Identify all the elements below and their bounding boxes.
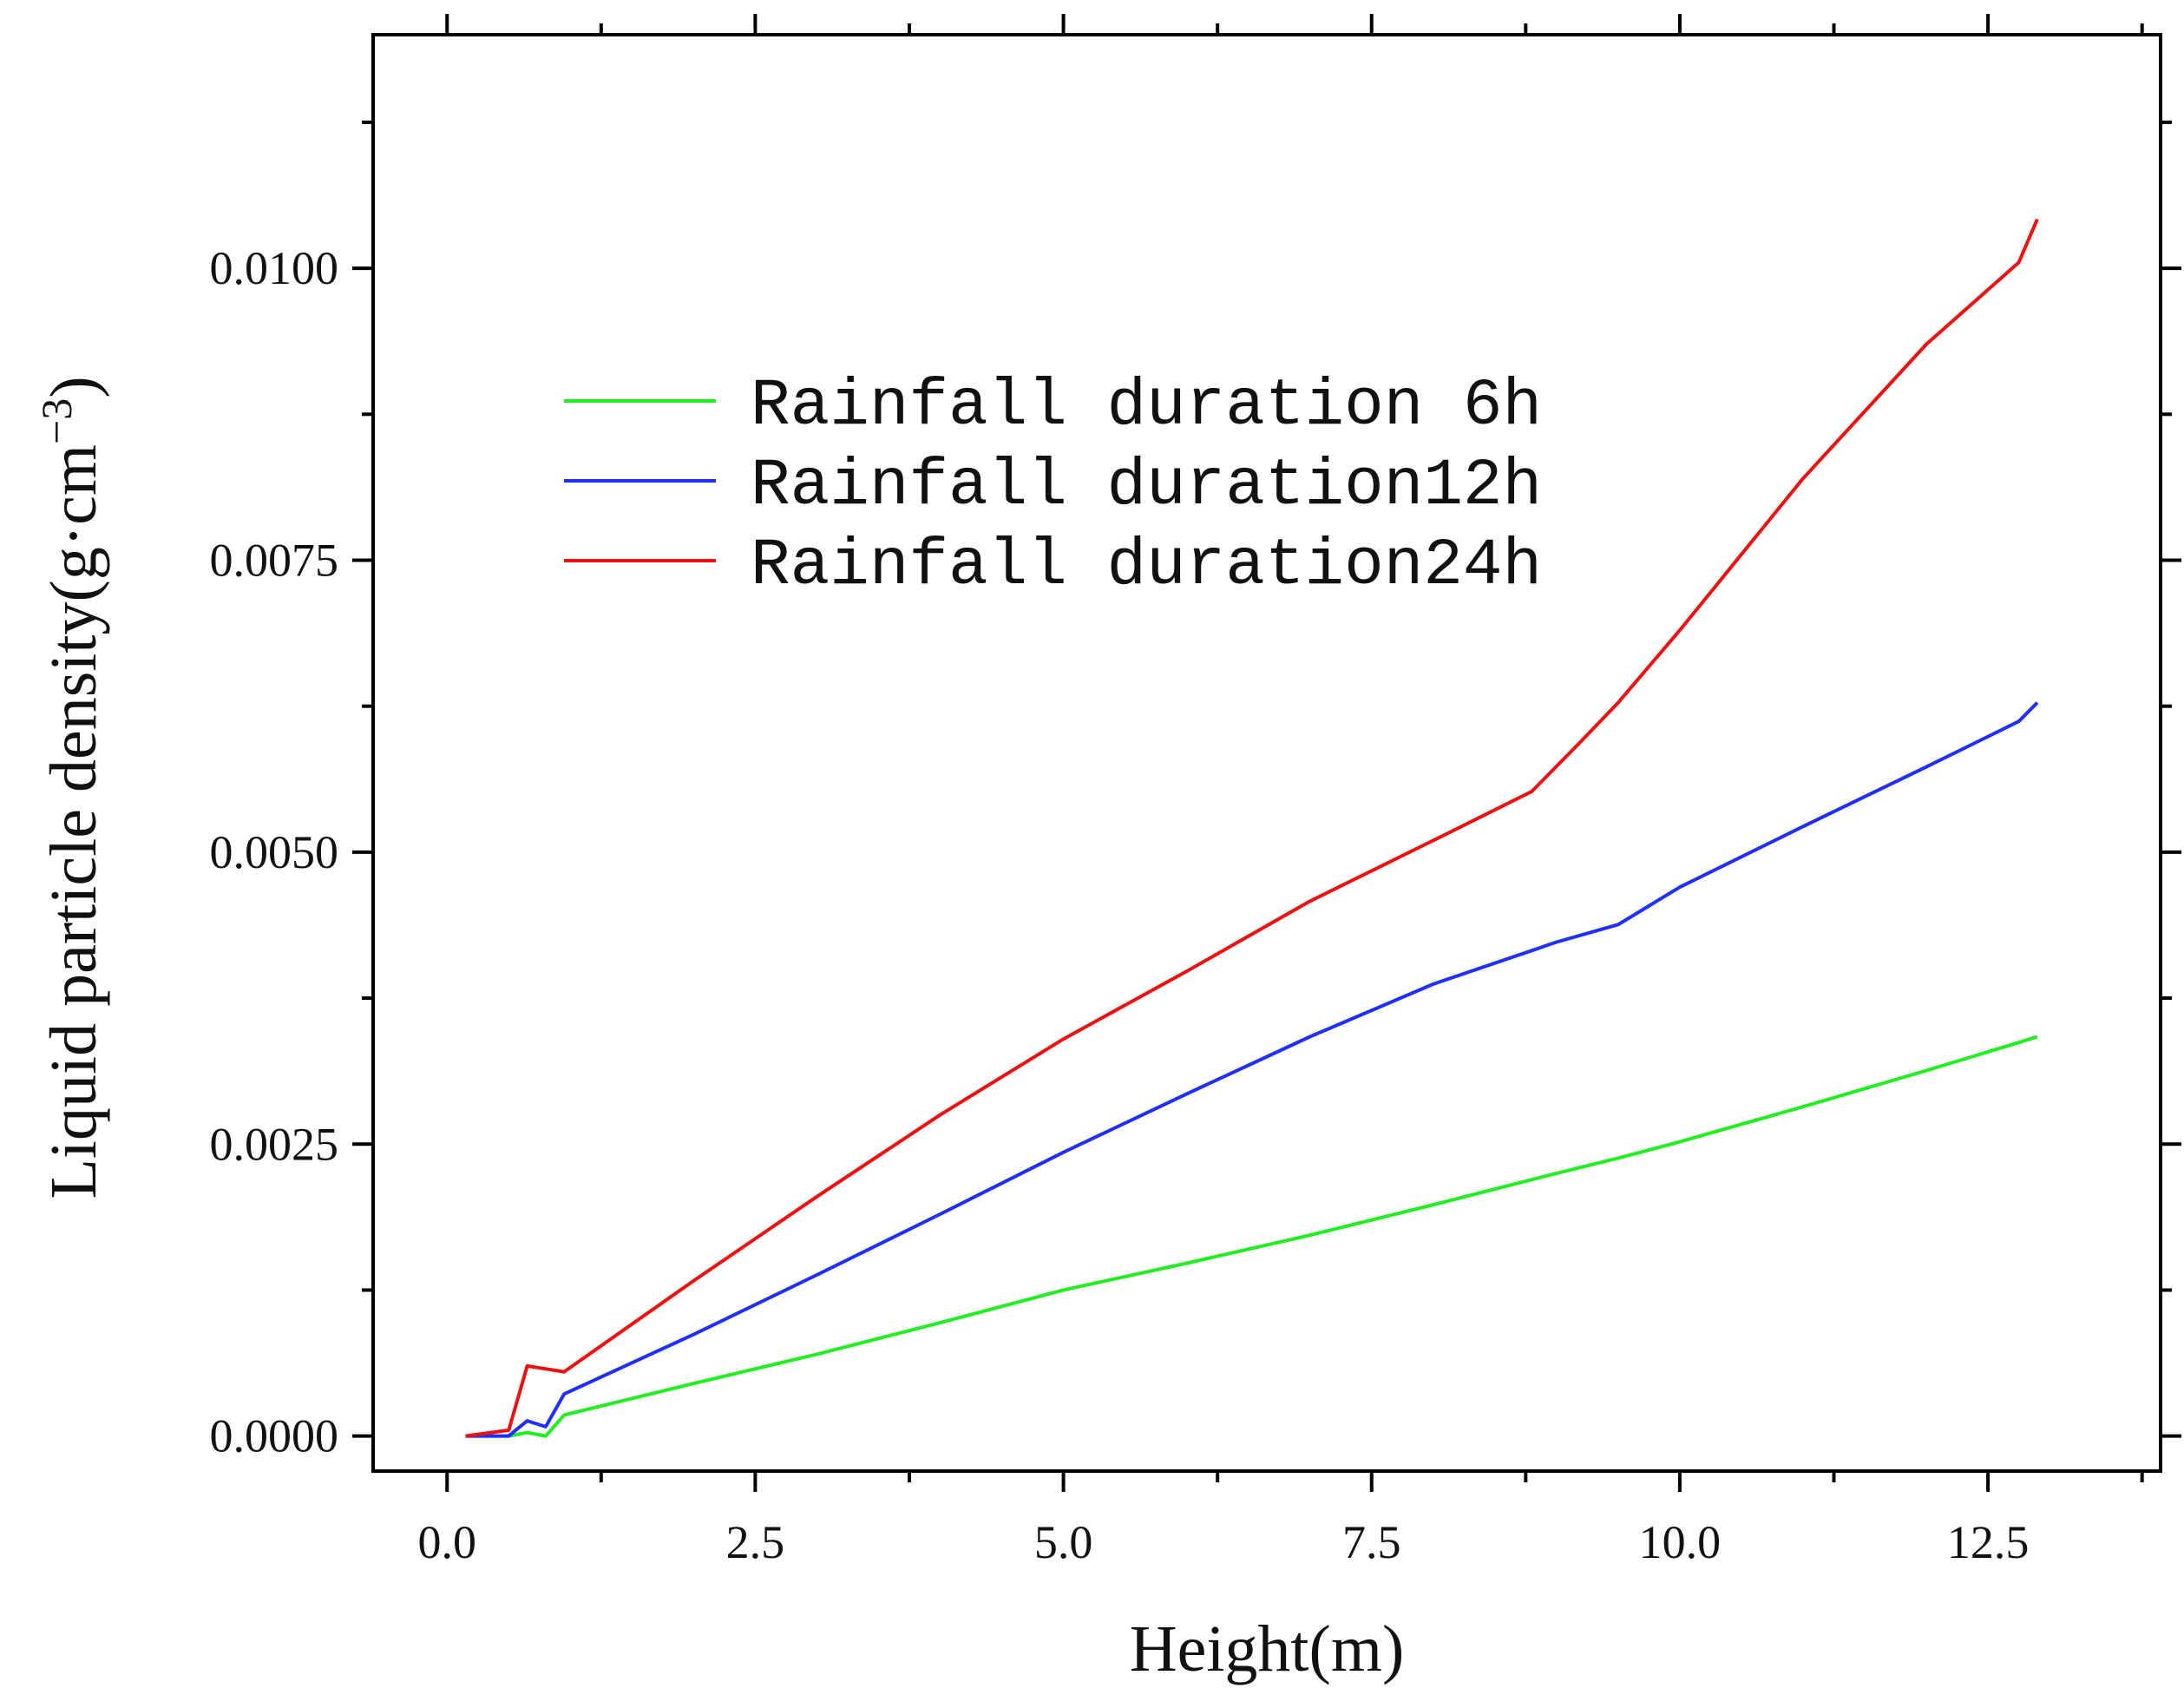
x-tick-label: 2.5 [726, 1516, 785, 1568]
y-axis-title-main: Liquid particle density(g·cm [37, 444, 110, 1199]
y-tick-label: 0.0025 [210, 1118, 339, 1170]
x-tick-label: 7.5 [1342, 1516, 1401, 1568]
legend-label-3: Rainfall duration24h [751, 529, 1542, 603]
y-tick-label: 0.0075 [210, 534, 339, 586]
x-tick-label: 5.0 [1034, 1516, 1093, 1568]
x-tick-label: 12.5 [1947, 1516, 2030, 1568]
plot-area-frame [371, 33, 2162, 1473]
series-line-2 [465, 701, 2039, 1438]
y-axis-title-close: ) [37, 376, 110, 397]
y-tick-label: 0.0000 [210, 1410, 339, 1462]
series-line-1 [465, 1035, 2038, 1438]
y-tick-label: 0.0100 [210, 242, 339, 294]
legend-label-1: Rainfall duration 6h [751, 369, 1542, 443]
legend-label-2: Rainfall duration12h [751, 449, 1542, 523]
series-lines [465, 218, 2039, 1438]
y-tick-label: 0.0050 [210, 826, 339, 878]
series-line-3 [465, 218, 2039, 1438]
y-axis-title-exponent: −3 [32, 398, 81, 444]
x-tick-label: 10.0 [1639, 1516, 1722, 1568]
axis-ticks: 0.0 2.5 5.0 7.5 10.0 12.5 0.0000 0.0025 0.0050 0.… [210, 14, 2181, 1568]
x-tick-label: 0.0 [417, 1516, 476, 1568]
y-axis-title: Liquid particle density(g·cm−3) [32, 376, 110, 1199]
x-axis-title: Height(m) [1130, 1613, 1405, 1685]
